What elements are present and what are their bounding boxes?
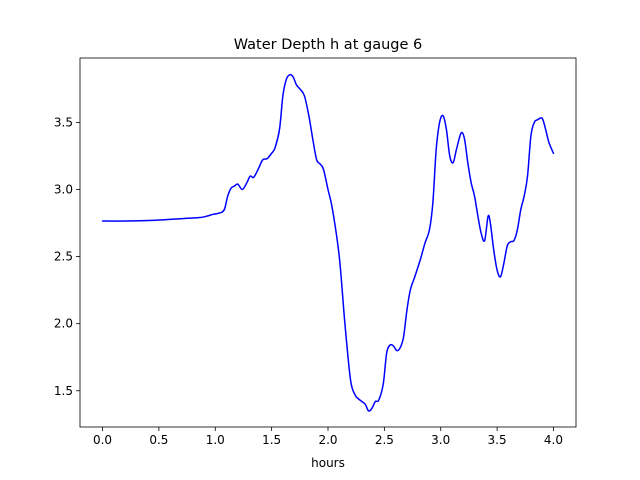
- x-tick-label: 3.0: [431, 433, 450, 447]
- y-tick-label: 2.5: [54, 250, 73, 264]
- data-line: [101, 73, 555, 412]
- plot-area: [80, 58, 576, 427]
- x-axis-ticks: 0.0 0.5 1.0 1.5 2.0 2.5 3.0 3.5 4.0: [93, 427, 563, 447]
- x-tick-label: 1.0: [206, 433, 225, 447]
- chart-title: Water Depth h at gauge 6: [234, 37, 422, 53]
- x-tick-label: 2.5: [375, 433, 394, 447]
- x-tick-label: 0.0: [93, 433, 112, 447]
- x-tick-label: 4.0: [544, 433, 563, 447]
- x-tick-label: 3.5: [488, 433, 507, 447]
- x-tick-label: 0.5: [149, 433, 168, 447]
- x-tick-label: 1.5: [262, 433, 281, 447]
- y-tick-label: 3.0: [54, 182, 73, 196]
- y-tick-label: 1.5: [54, 384, 73, 398]
- y-axis-ticks: 1.5 2.0 2.5 3.0 3.5: [54, 115, 80, 398]
- y-tick-label: 3.5: [54, 115, 73, 129]
- x-axis-label: hours: [311, 456, 345, 470]
- x-tick-label: 2.0: [318, 433, 337, 447]
- y-tick-label: 2.0: [54, 317, 73, 331]
